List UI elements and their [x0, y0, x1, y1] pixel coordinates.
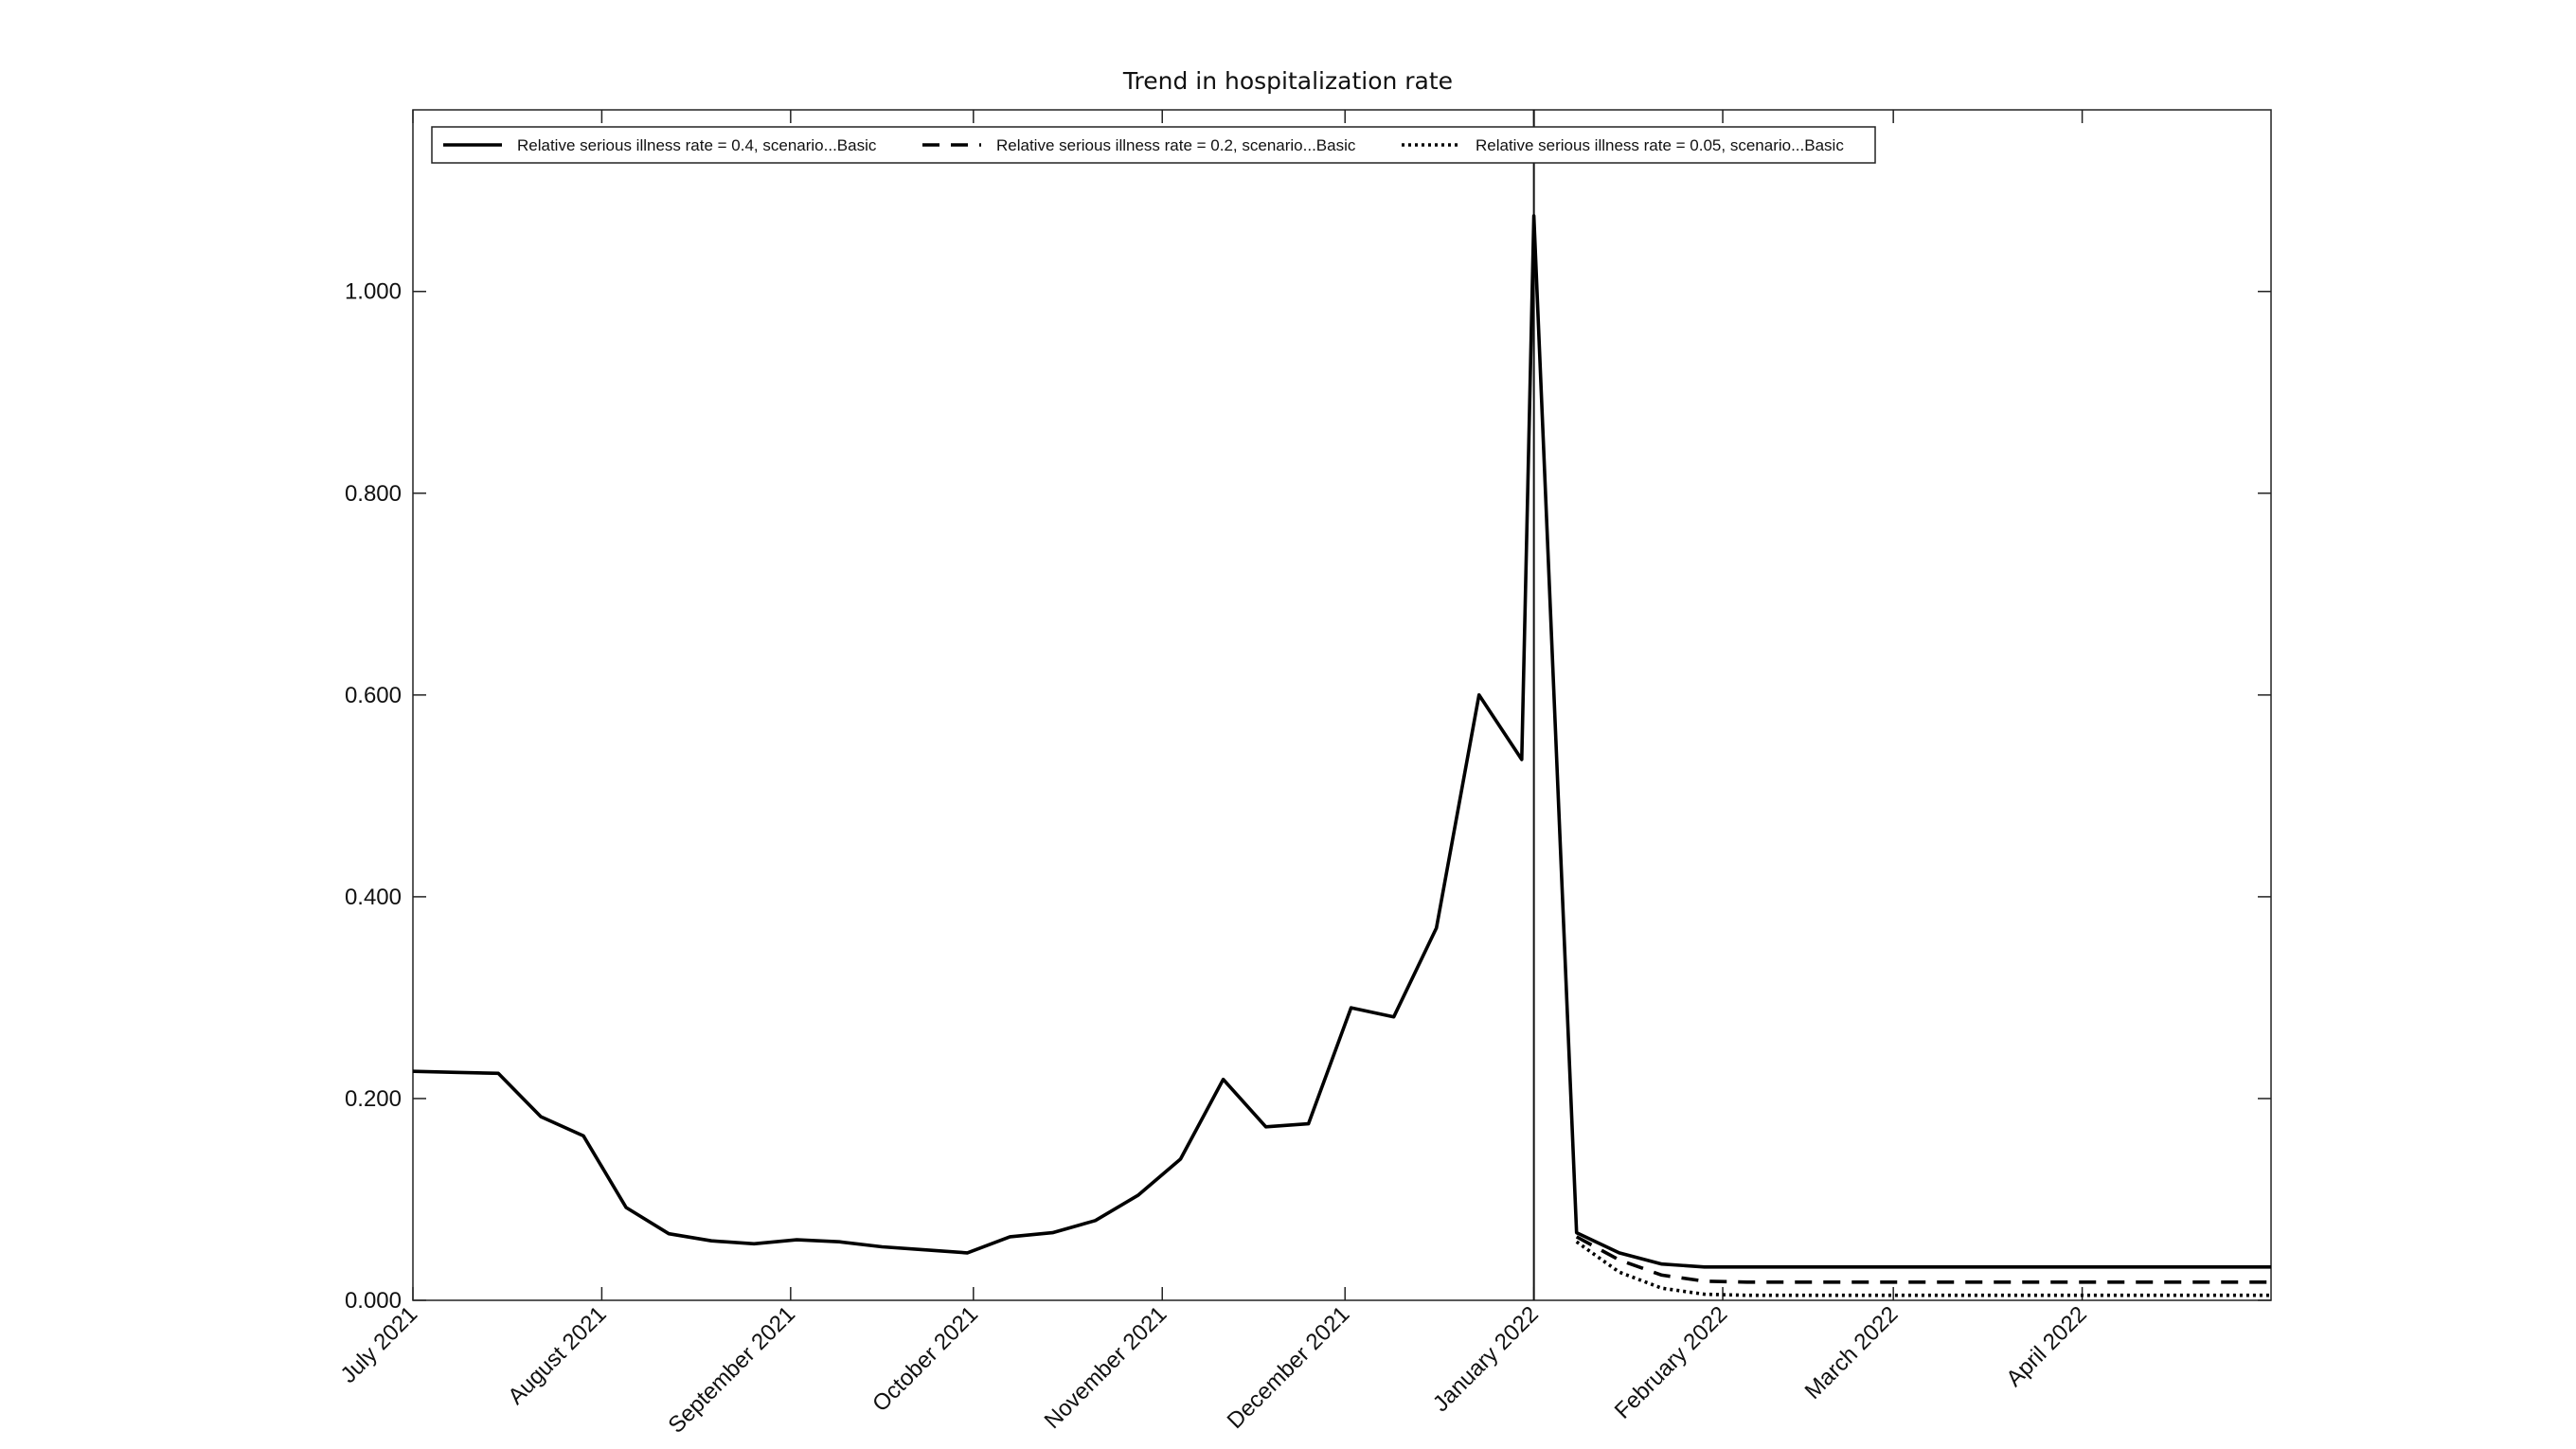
y-tick-label: 0.800	[345, 481, 402, 507]
chart-title: Trend in hospitalization rate	[1122, 67, 1453, 95]
x-tick-label: February 2022	[1610, 1301, 1732, 1423]
x-tick-label: September 2021	[663, 1301, 800, 1439]
series-line-0-2	[1575, 1235, 2271, 1284]
legend-entry-label: Relative serious illness rate = 0.05, sc…	[1476, 136, 1844, 154]
y-tick-label: 0.200	[345, 1086, 402, 1112]
legend-entry-label: Relative serious illness rate = 0.2, sce…	[996, 136, 1356, 154]
legend-box	[431, 126, 1876, 164]
x-tick-label: December 2021	[1223, 1301, 1355, 1434]
y-tick-label: 0.400	[345, 885, 402, 910]
x-tick-label: October 2021	[868, 1301, 983, 1417]
plot-area: 0.000 0.200 0.400 0.600 0.800 1.000 July 2021 A…	[335, 109, 2272, 1439]
y-tick-label: 0.000	[345, 1288, 402, 1314]
legend-entry-label: Relative serious illness rate = 0.4, sce…	[517, 136, 877, 154]
x-tick-label: August 2021	[503, 1301, 611, 1409]
x-tick-label: March 2022	[1800, 1301, 1904, 1404]
legend: Relative serious illness rate = 0.4, sce…	[431, 126, 1876, 164]
axes-box	[412, 109, 2272, 1301]
x-tick-label: November 2021	[1040, 1301, 1172, 1434]
series-line-0-4	[412, 214, 2271, 1269]
x-tick-label: January 2022	[1428, 1301, 1544, 1417]
x-tick-label: April 2022	[2001, 1301, 2092, 1392]
series-line-0-05	[1575, 1240, 2271, 1297]
y-tick-label: 0.600	[345, 683, 402, 708]
y-tick-label: 1.000	[345, 279, 402, 305]
x-tick-label: July 2021	[335, 1301, 422, 1388]
